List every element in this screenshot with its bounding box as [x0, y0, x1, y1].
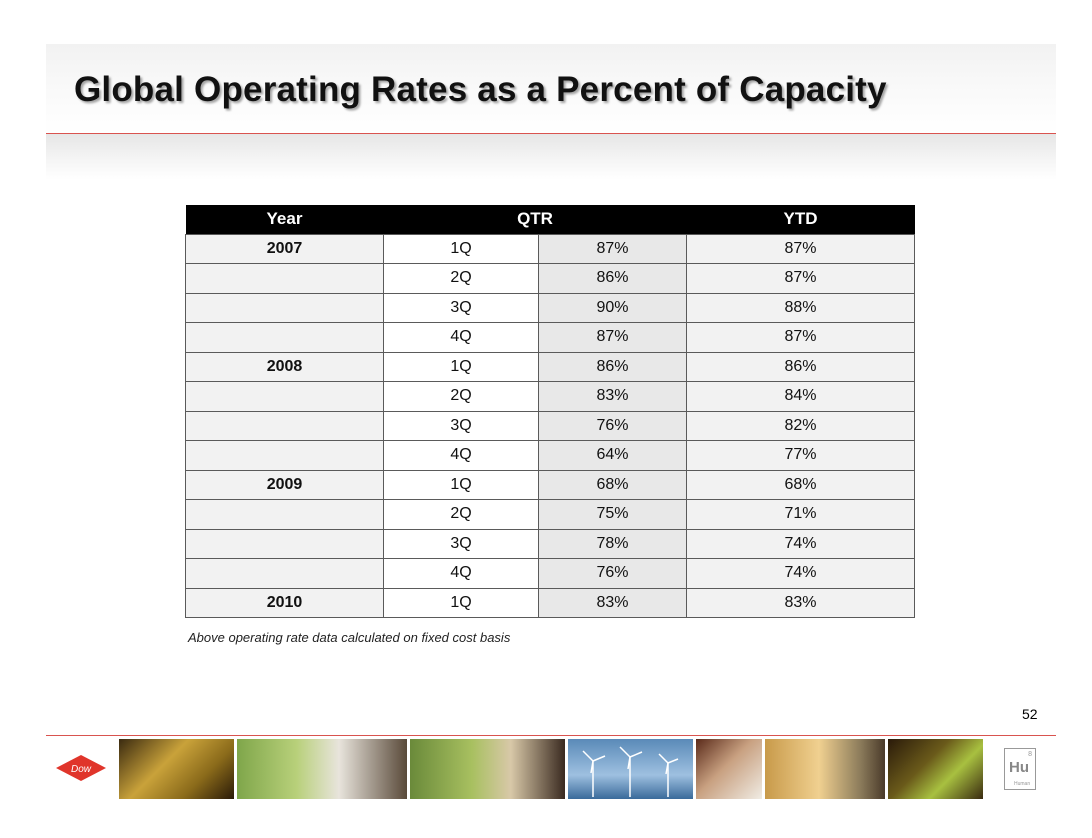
dow-logo: Dow	[56, 755, 106, 781]
table-body: 2007 1Q 87% 87% 2Q 86% 87% 3Q 90% 88% 4Q 87% 87% 2008…	[185, 233, 916, 618]
quarter-cell: 3Q	[383, 410, 539, 441]
quarter-cell: 2Q	[383, 263, 539, 294]
table-row: 3Q 90% 88%	[185, 292, 916, 323]
year-cell	[185, 558, 384, 589]
hand-milk-photo-icon	[696, 739, 762, 799]
element-symbol: Hu	[1009, 759, 1029, 776]
title-band	[46, 44, 1056, 134]
title-shadow-band	[46, 134, 1056, 180]
year-cell	[185, 410, 384, 441]
quarter-cell: 3Q	[383, 292, 539, 323]
ytd-value-cell: 68%	[686, 469, 916, 500]
quarter-cell: 2Q	[383, 381, 539, 412]
child-bottle-photo-icon	[765, 739, 885, 799]
table-row: 3Q 76% 82%	[185, 410, 916, 441]
year-cell	[185, 322, 384, 353]
qtr-value-cell: 76%	[537, 410, 688, 441]
human-element-badge: 8 Hu Human	[1004, 748, 1036, 790]
ytd-value-cell: 82%	[686, 410, 916, 441]
table-row: 2Q 75% 71%	[185, 499, 916, 530]
slide-title: Global Operating Rates as a Percent of C…	[74, 70, 887, 109]
quarter-cell: 1Q	[383, 587, 539, 618]
qtr-value-cell: 64%	[537, 440, 688, 471]
year-cell	[185, 528, 384, 559]
table-row: 2008 1Q 86% 86%	[185, 351, 916, 382]
table-row: 3Q 78% 74%	[185, 528, 916, 559]
qtr-value-cell: 90%	[537, 292, 688, 323]
table-row: 2007 1Q 87% 87%	[185, 233, 916, 264]
quarter-cell: 4Q	[383, 322, 539, 353]
ytd-value-cell: 84%	[686, 381, 916, 412]
qtr-value-cell: 75%	[537, 499, 688, 530]
title-divider	[46, 133, 1056, 134]
footer-divider	[46, 735, 1056, 736]
element-number: 8	[1028, 751, 1032, 758]
table-header-row: Year QTR YTD	[185, 205, 915, 234]
table-row: 4Q 64% 77%	[185, 440, 916, 471]
ytd-value-cell: 86%	[686, 351, 916, 382]
qtr-value-cell: 87%	[537, 233, 688, 264]
ytd-value-cell: 83%	[686, 587, 916, 618]
dow-logo-text: Dow	[71, 764, 92, 775]
quarter-cell: 2Q	[383, 499, 539, 530]
qtr-value-cell: 86%	[537, 263, 688, 294]
quarter-cell: 1Q	[383, 233, 539, 264]
qtr-value-cell: 83%	[537, 587, 688, 618]
qtr-value-cell: 87%	[537, 322, 688, 353]
lab-glass-photo-icon	[888, 739, 983, 799]
corn-scientist-photo-icon	[410, 739, 565, 799]
year-cell	[185, 499, 384, 530]
wafer-photo-icon	[119, 739, 234, 799]
ytd-value-cell: 87%	[686, 233, 916, 264]
ytd-value-cell: 87%	[686, 322, 916, 353]
year-cell	[185, 292, 384, 323]
quarter-cell: 1Q	[383, 469, 539, 500]
year-cell: 2007	[185, 233, 384, 264]
ytd-value-cell: 74%	[686, 558, 916, 589]
quarter-cell: 3Q	[383, 528, 539, 559]
operating-rates-table: Year QTR YTD 2007 1Q 87% 87% 2Q 86% 87% 3Q 90% 88…	[185, 205, 916, 618]
table-row: 4Q 76% 74%	[185, 558, 916, 589]
year-cell	[185, 381, 384, 412]
year-cell: 2010	[185, 587, 384, 618]
ytd-value-cell: 88%	[686, 292, 916, 323]
qtr-value-cell: 76%	[537, 558, 688, 589]
quarter-cell: 1Q	[383, 351, 539, 382]
year-cell	[185, 263, 384, 294]
quarter-cell: 4Q	[383, 440, 539, 471]
ytd-value-cell: 74%	[686, 528, 916, 559]
qtr-value-cell: 86%	[537, 351, 688, 382]
qtr-value-cell: 78%	[537, 528, 688, 559]
year-cell	[185, 440, 384, 471]
ytd-value-cell: 87%	[686, 263, 916, 294]
footnote: Above operating rate data calculated on …	[188, 630, 511, 645]
table-row: 4Q 87% 87%	[185, 322, 916, 353]
header-year: Year	[185, 205, 384, 234]
table-row: 2Q 86% 87%	[185, 263, 916, 294]
painting-child-photo-icon	[237, 739, 407, 799]
header-ytd: YTD	[686, 205, 915, 234]
qtr-value-cell: 83%	[537, 381, 688, 412]
element-name: Human	[1014, 781, 1031, 787]
year-cell: 2008	[185, 351, 384, 382]
ytd-value-cell: 77%	[686, 440, 916, 471]
table-row: 2Q 83% 84%	[185, 381, 916, 412]
wind-turbines-photo-icon	[568, 739, 693, 799]
table-row: 2009 1Q 68% 68%	[185, 469, 916, 500]
ytd-value-cell: 71%	[686, 499, 916, 530]
quarter-cell: 4Q	[383, 558, 539, 589]
header-qtr: QTR	[383, 205, 687, 234]
page-number: 52	[1022, 706, 1038, 722]
table-row: 2010 1Q 83% 83%	[185, 587, 916, 618]
qtr-value-cell: 68%	[537, 469, 688, 500]
year-cell: 2009	[185, 469, 384, 500]
